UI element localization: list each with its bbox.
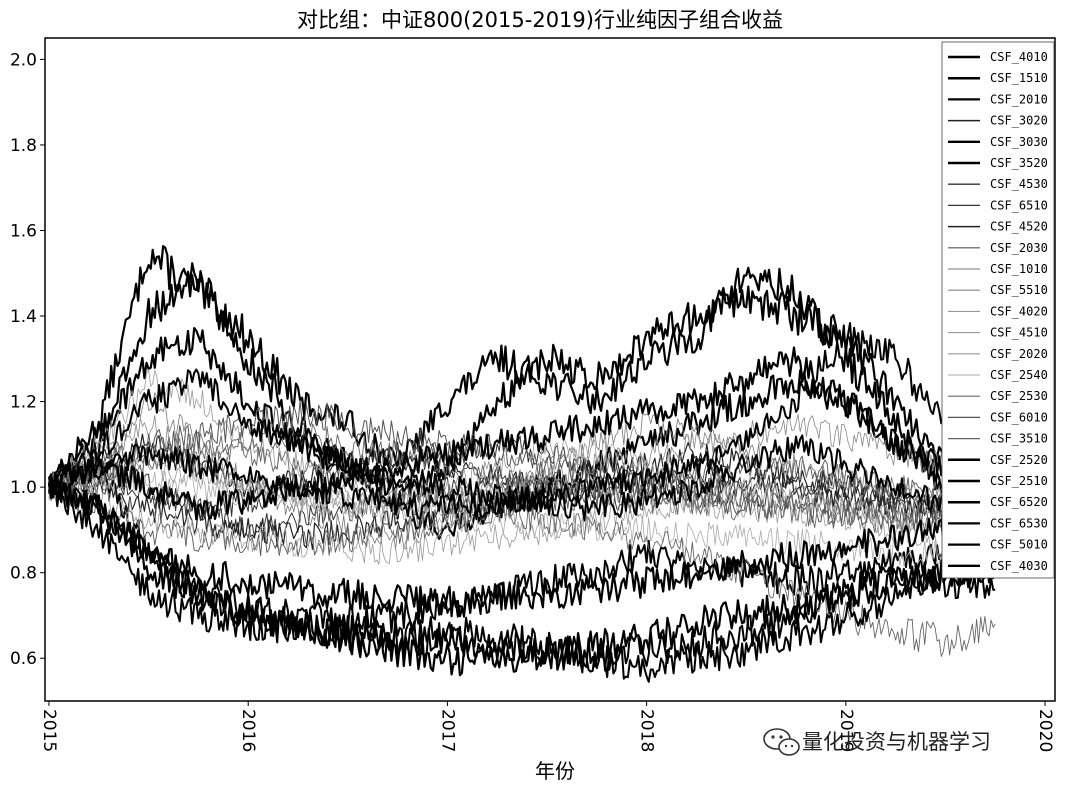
watermark: 量化投资与机器学习 (763, 728, 991, 756)
legend-label: CSF_4520 (990, 220, 1048, 234)
plot-frame (44, 37, 1056, 702)
series-line-CSF_2520 (47, 478, 997, 618)
legend-label: CSF_2020 (990, 347, 1048, 361)
legend-label: CSF_2520 (990, 453, 1048, 467)
legend-label: CSF_4510 (990, 326, 1048, 340)
legend-label: CSF_4030 (990, 559, 1048, 573)
series-line-CSF_3030 (48, 485, 996, 672)
legend-label: CSF_6010 (990, 410, 1048, 424)
wechat-icon (763, 728, 800, 756)
x-axis: 2015 2016 2017 2018 2019 2020 (39, 701, 1055, 752)
legend-label: CSF_5010 (990, 538, 1048, 552)
series-line-CSF_2540 (48, 470, 996, 568)
y-tick-label: 1.4 (10, 307, 37, 327)
legend-label: CSF_2530 (990, 389, 1048, 403)
legend-label: CSF_6510 (990, 198, 1048, 212)
y-tick-label: 2.0 (10, 50, 37, 70)
series-line-CSF_3510 (48, 423, 996, 537)
series-line-CSF_4020 (48, 369, 996, 529)
x-tick-label: 2020 (1035, 709, 1055, 752)
series-layer (47, 245, 997, 683)
y-tick-label: 1.0 (10, 478, 37, 498)
legend-label: CSF_6520 (990, 495, 1048, 509)
y-tick-label: 0.8 (10, 564, 37, 584)
y-tick-label: 1.8 (10, 136, 37, 156)
x-tick-label: 2017 (437, 709, 457, 752)
x-axis-label: 年份 (535, 759, 575, 783)
chart-title: 对比组：中证800(2015-2019)行业纯因子组合收益 (297, 8, 783, 32)
x-tick-label: 2015 (39, 709, 59, 752)
legend: CSF_4010 CSF_1510 CSF_2010 CSF_3020 CSF_3030… (941, 41, 1055, 579)
legend-label: CSF_5510 (990, 283, 1048, 297)
series-line-CSF_5510 (48, 413, 996, 515)
series-line-CSF_6010 (48, 400, 996, 535)
legend-label: CSF_3030 (990, 135, 1048, 149)
legend-label: CSF_4020 (990, 304, 1048, 318)
legend-label: CSF_2010 (990, 92, 1048, 106)
legend-label: CSF_1510 (990, 71, 1048, 85)
watermark-text: 量化投资与机器学习 (802, 730, 991, 754)
series-line-CSF_6520 (47, 346, 997, 521)
series-line-CSF_5010 (48, 322, 997, 521)
y-tick-label: 1.6 (10, 221, 37, 241)
legend-label: CSF_1010 (990, 262, 1048, 276)
legend-label: CSF_2540 (990, 368, 1048, 382)
x-tick-label: 2018 (637, 709, 657, 752)
x-tick-label: 2016 (238, 709, 258, 752)
legend-label: CSF_3510 (990, 432, 1048, 446)
legend-label: CSF_6530 (990, 516, 1048, 530)
legend-label: CSF_2030 (990, 241, 1048, 255)
x-tick-label: 2019 (836, 709, 856, 752)
y-tick-label: 1.2 (10, 393, 37, 413)
series-line-CSF_4030 (48, 476, 997, 683)
legend-items: CSF_4010 CSF_1510 CSF_2010 CSF_3020 CSF_3030… (948, 50, 1048, 573)
y-tick-label: 0.6 (10, 649, 37, 669)
series-line-CSF_3520 (47, 327, 996, 540)
legend-label: CSF_3020 (990, 114, 1048, 128)
legend-box (941, 41, 1055, 579)
legend-label: CSF_2510 (990, 474, 1048, 488)
legend-label: CSF_4530 (990, 177, 1048, 191)
legend-label: CSF_3520 (990, 156, 1048, 170)
legend-label: CSF_4010 (990, 50, 1048, 64)
y-axis: 0.6 0.8 1.0 1.2 1.4 1.6 1.8 2.0 (10, 50, 45, 669)
